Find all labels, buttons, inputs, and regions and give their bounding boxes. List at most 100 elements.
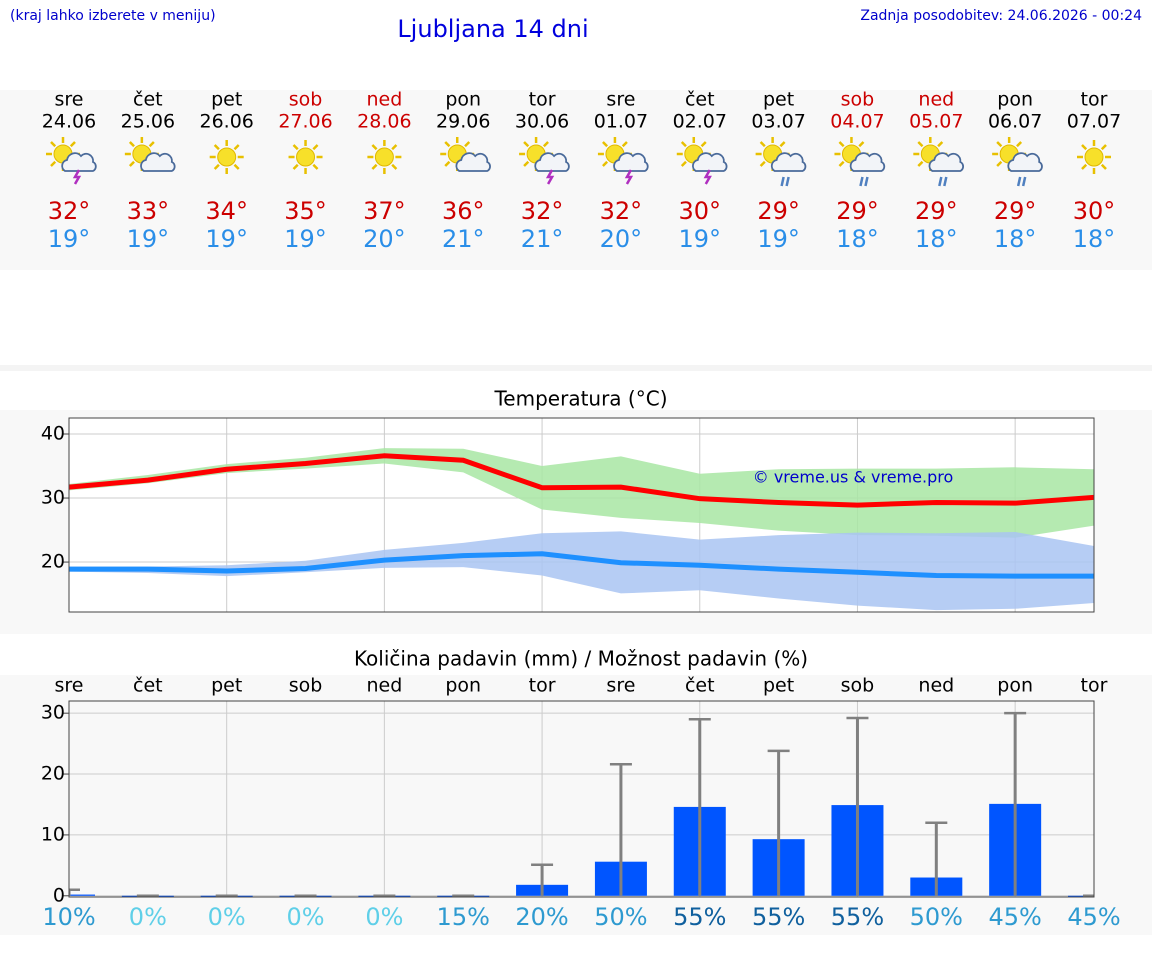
low-temp: 19°: [48, 225, 91, 253]
sun-ray: [371, 163, 378, 170]
rain: [1016, 176, 1022, 187]
sun-ray: [523, 141, 530, 148]
plot-border: [68, 700, 1095, 898]
low-temp: 19°: [205, 225, 248, 253]
sun-ray: [1100, 144, 1107, 151]
weather-icon: [367, 140, 402, 174]
sun-disc: [374, 147, 394, 167]
x-tick-label: ned: [366, 675, 402, 697]
plot-area: [69, 711, 1094, 897]
low-temp: 20°: [363, 225, 406, 253]
sun-ray: [1081, 163, 1088, 170]
rain: [780, 176, 785, 187]
high-temp: 29°: [836, 197, 879, 225]
low-temp: 19°: [284, 225, 327, 253]
weekday: pon: [445, 89, 481, 111]
precip-plot: [69, 701, 1094, 897]
x-tick-label: sob: [841, 675, 875, 697]
lightning: [624, 169, 634, 185]
x-tick-label: pet: [211, 675, 242, 697]
menu-note[interactable]: (kraj lahko izberete v meniju): [10, 8, 216, 24]
high-temp: 29°: [757, 197, 800, 225]
page-title: Ljubljana 14 dni: [397, 15, 588, 43]
cloud: [1007, 152, 1043, 172]
weather-icon: [597, 137, 649, 185]
sun-ray: [523, 160, 530, 167]
x-tick-label: pon: [445, 675, 481, 697]
x-tick-label: sre: [606, 675, 635, 697]
sun-ray: [680, 160, 687, 167]
weather-icon: [46, 137, 97, 185]
high-temp: 35°: [284, 197, 327, 225]
sun-ray: [213, 144, 220, 151]
weather-icon: [676, 137, 728, 185]
weather-icon: [834, 137, 886, 187]
precip-chance: 0%: [365, 903, 403, 931]
weather-icon: [1077, 140, 1111, 174]
x-tick-label: pet: [763, 675, 794, 697]
date: 27.06: [278, 111, 332, 133]
sun-ray: [391, 144, 398, 151]
sun-ray: [444, 141, 451, 148]
low-temp: 20°: [600, 225, 643, 253]
rain: [864, 176, 869, 187]
weekday: tor: [1081, 89, 1108, 111]
y-tick-label: 20: [41, 551, 65, 573]
low-temp: 18°: [915, 225, 958, 253]
range-band: [69, 448, 1094, 538]
date: 07.07: [1067, 111, 1121, 133]
precip-chance: 55%: [831, 903, 884, 931]
cloud: [770, 152, 807, 172]
cloud: [140, 152, 176, 172]
date: 30.06: [515, 111, 569, 133]
sun-ray: [1016, 141, 1023, 148]
high-temp: 29°: [915, 197, 958, 225]
y-tick-label: 20: [41, 763, 65, 785]
sun-ray: [128, 160, 135, 167]
cloud: [613, 152, 649, 172]
sun-ray: [917, 160, 924, 167]
forecast-band: [0, 90, 1152, 270]
sun-ray: [996, 141, 1003, 148]
y-tick-label: 30: [41, 487, 65, 509]
low-temp: 19°: [127, 225, 170, 253]
sun-ray: [680, 141, 687, 148]
sun-ray: [1081, 144, 1088, 151]
date: 04.07: [830, 111, 884, 133]
sun-ray: [937, 141, 944, 148]
high-temp: 33°: [127, 197, 170, 225]
sun-ray: [759, 141, 766, 148]
weather-icon: [440, 137, 491, 172]
sun-ray: [371, 144, 378, 151]
precip-chance: 50%: [910, 903, 963, 931]
rain: [938, 176, 943, 187]
sun-ray: [292, 144, 299, 151]
chart-title: Količina padavin (mm) / Možnost padavin …: [354, 647, 808, 671]
high-temp: 32°: [48, 197, 91, 225]
rain: [785, 176, 790, 187]
y-tick-label: 40: [41, 423, 65, 445]
weekday: pon: [997, 89, 1033, 111]
sun-ray: [128, 141, 135, 148]
x-tick-label: sob: [289, 675, 323, 697]
date: 26.06: [199, 111, 253, 133]
rain: [1021, 176, 1027, 187]
bar: [69, 894, 95, 896]
watermark: © vreme.us & vreme.pro: [753, 468, 954, 487]
precip-chance: 10%: [42, 903, 95, 931]
sun-ray: [233, 163, 240, 170]
sun-ray: [391, 163, 398, 170]
precip-chance: 55%: [752, 903, 805, 931]
low-temp: 19°: [757, 225, 800, 253]
low-temp: 18°: [994, 225, 1037, 253]
sun-disc: [217, 147, 237, 167]
sun-ray: [779, 141, 786, 148]
rain: [859, 176, 864, 187]
sun-ray: [759, 160, 766, 167]
cloud: [849, 152, 886, 172]
sun-ray: [50, 141, 57, 148]
sun-ray: [213, 163, 220, 170]
precip-chance: 45%: [988, 903, 1041, 931]
high-temp: 29°: [994, 197, 1037, 225]
